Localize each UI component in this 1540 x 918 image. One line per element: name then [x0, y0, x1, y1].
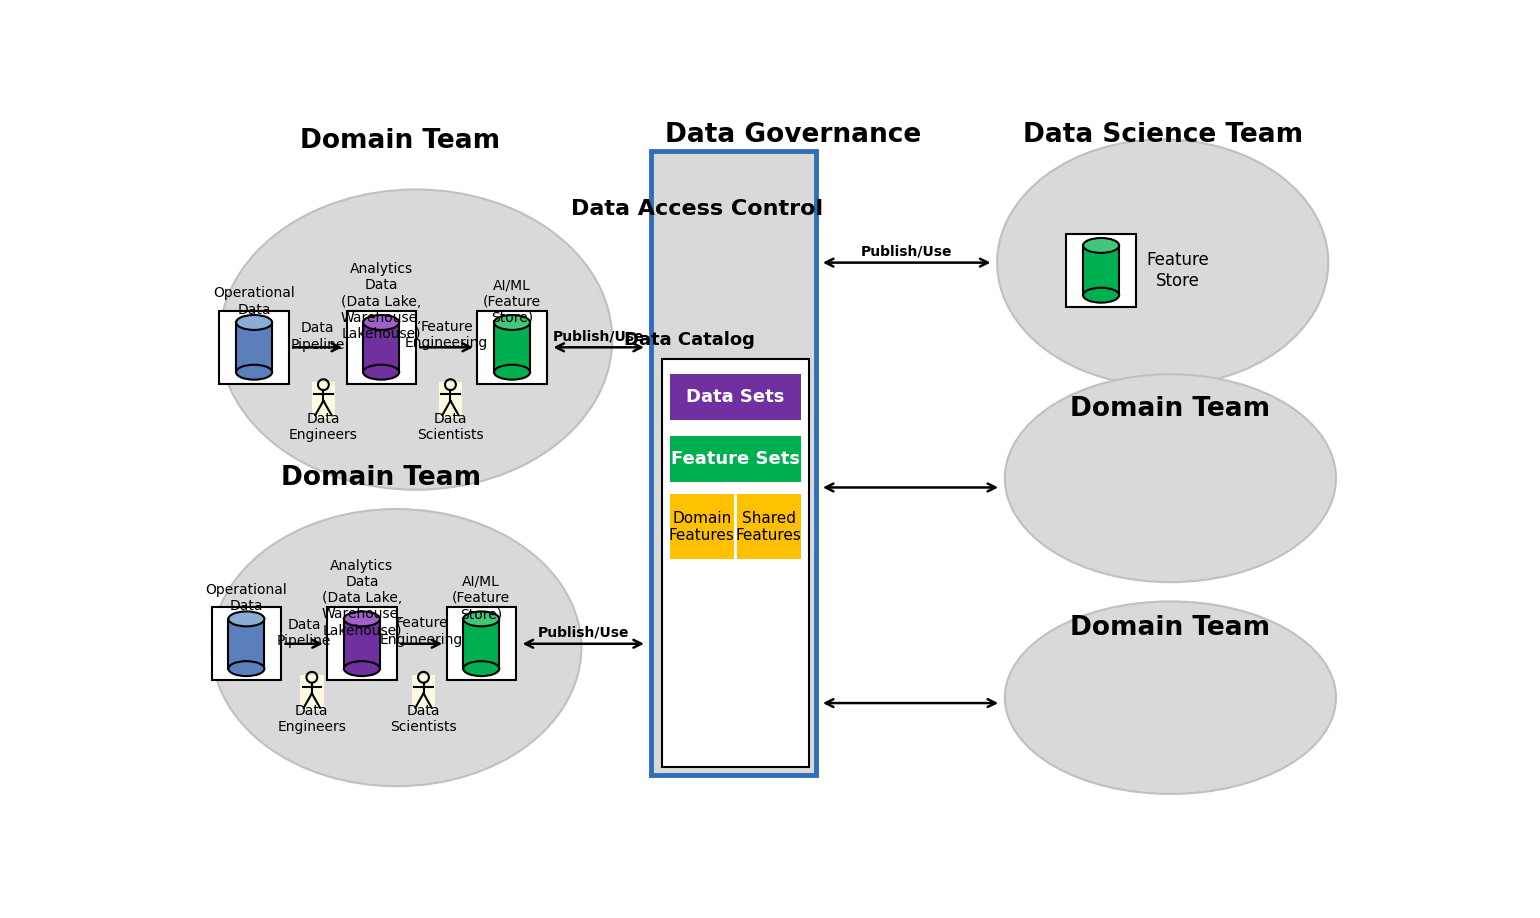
Text: Domain Team: Domain Team [300, 128, 500, 154]
Text: Data
Engineers: Data Engineers [277, 704, 346, 734]
Ellipse shape [228, 661, 265, 676]
FancyBboxPatch shape [326, 607, 397, 680]
Text: Analytics
Data
(Data Lake,
Warehouse,
Lakehouse): Analytics Data (Data Lake, Warehouse, La… [340, 263, 422, 341]
Text: AI/ML
(Feature
Store): AI/ML (Feature Store) [453, 575, 510, 621]
Text: Domain Team: Domain Team [282, 465, 480, 491]
Text: Operational
Data: Operational Data [213, 286, 296, 317]
FancyBboxPatch shape [1066, 234, 1137, 307]
FancyBboxPatch shape [736, 494, 801, 559]
Text: Data Catalog: Data Catalog [624, 330, 755, 349]
Ellipse shape [1083, 287, 1120, 303]
FancyBboxPatch shape [670, 494, 735, 559]
Ellipse shape [998, 140, 1327, 386]
Text: Operational
Data: Operational Data [205, 583, 288, 613]
FancyBboxPatch shape [477, 311, 547, 384]
FancyBboxPatch shape [670, 375, 801, 420]
Text: Feature
Engineering: Feature Engineering [405, 319, 488, 350]
FancyBboxPatch shape [213, 607, 280, 680]
Text: Feature Sets: Feature Sets [671, 450, 799, 468]
Ellipse shape [363, 315, 399, 330]
Text: Feature
Store: Feature Store [1147, 251, 1209, 290]
FancyBboxPatch shape [670, 436, 801, 482]
Text: Domain Team: Domain Team [1070, 396, 1270, 422]
Text: Domain Team: Domain Team [1070, 615, 1270, 642]
Ellipse shape [464, 661, 499, 676]
Text: Data
Engineers: Data Engineers [290, 411, 357, 442]
Ellipse shape [363, 364, 399, 380]
Ellipse shape [343, 661, 380, 676]
Bar [1083, 245, 1120, 296]
FancyBboxPatch shape [447, 607, 516, 680]
Ellipse shape [213, 509, 582, 786]
Ellipse shape [494, 315, 530, 330]
Ellipse shape [464, 611, 499, 626]
Ellipse shape [236, 364, 273, 380]
Ellipse shape [494, 364, 530, 380]
Bar [236, 322, 273, 372]
Bar [228, 619, 265, 668]
Ellipse shape [236, 315, 273, 330]
FancyBboxPatch shape [650, 151, 816, 775]
Ellipse shape [1006, 375, 1337, 582]
Ellipse shape [343, 611, 380, 626]
Text: Analytics
Data
(Data Lake,
Warehouse,
Lakehouse): Analytics Data (Data Lake, Warehouse, La… [322, 558, 402, 637]
Bar [363, 322, 399, 372]
Text: Data
Pipeline: Data Pipeline [291, 321, 345, 352]
FancyBboxPatch shape [346, 311, 416, 384]
Ellipse shape [1006, 601, 1337, 794]
Text: Publish/Use: Publish/Use [553, 330, 644, 343]
Ellipse shape [220, 189, 613, 490]
FancyBboxPatch shape [219, 311, 290, 384]
Text: Data Science Team: Data Science Team [1023, 122, 1303, 148]
Bar [343, 619, 380, 668]
Text: Shared
Features: Shared Features [736, 510, 802, 543]
Text: Data
Scientists: Data Scientists [390, 704, 457, 734]
Text: Publish/Use: Publish/Use [537, 626, 628, 640]
FancyBboxPatch shape [439, 382, 462, 418]
Bar [464, 619, 499, 668]
FancyBboxPatch shape [300, 675, 323, 711]
Ellipse shape [228, 611, 265, 626]
Text: AI/ML
(Feature
Store): AI/ML (Feature Store) [484, 278, 541, 325]
FancyBboxPatch shape [311, 382, 336, 418]
Text: Domain
Features: Domain Features [668, 510, 735, 543]
Text: Data Access Control: Data Access Control [571, 198, 822, 218]
Bar [494, 322, 530, 372]
Text: Feature
Engineering: Feature Engineering [380, 616, 464, 646]
Ellipse shape [1083, 238, 1120, 253]
Text: Publish/Use: Publish/Use [861, 245, 952, 259]
FancyBboxPatch shape [662, 359, 809, 767]
Text: Data Sets: Data Sets [687, 388, 784, 407]
Text: Data
Pipeline: Data Pipeline [277, 618, 331, 648]
Text: Data
Scientists: Data Scientists [417, 411, 484, 442]
Text: Data Governance: Data Governance [665, 122, 921, 148]
FancyBboxPatch shape [411, 675, 436, 711]
